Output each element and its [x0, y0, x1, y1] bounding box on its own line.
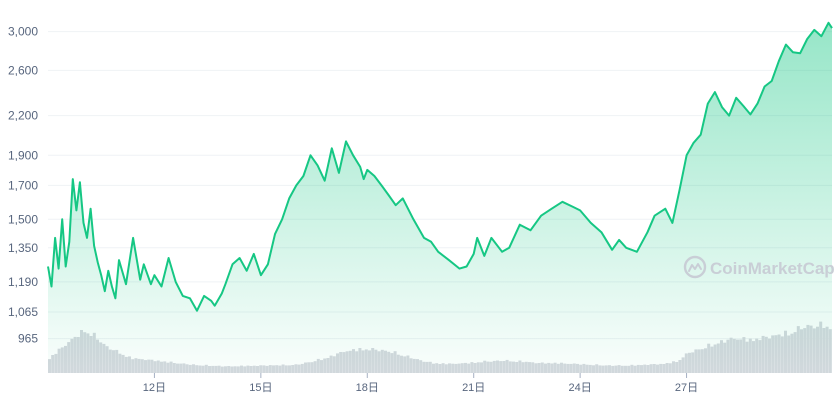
- price-line: [47, 21, 833, 312]
- y-tick-label: 3,000: [8, 25, 38, 39]
- watermark-text: CoinMarketCap: [710, 259, 834, 278]
- y-axis: 3,000 2,600 2,200 1,900 1,700 1,500 1,350 1,190…: [8, 25, 38, 346]
- x-tick-label: 18日: [356, 382, 379, 394]
- watermark-logo: CoinMarketCap: [683, 255, 834, 279]
- x-tick-label: 12日: [143, 382, 166, 394]
- y-tick-label: 965: [18, 332, 38, 346]
- y-tick-label: 1,065: [8, 305, 38, 319]
- x-tick-label: 21日: [462, 382, 485, 394]
- y-tick-label: 2,200: [8, 109, 38, 123]
- y-tick-label: 1,190: [8, 275, 38, 289]
- y-tick-label: 1,350: [8, 241, 38, 255]
- y-tick-label: 1,500: [8, 212, 38, 226]
- coinmarketcap-icon-mark: [688, 263, 702, 272]
- y-tick-label: 1,700: [8, 178, 38, 192]
- price-area-fill: [48, 22, 832, 374]
- x-tick-label: 27日: [675, 382, 698, 394]
- x-tick-label: 24日: [569, 382, 592, 394]
- coinmarketcap-icon: [683, 255, 707, 279]
- y-tick-label: 2,600: [8, 63, 38, 77]
- x-axis: 12日 15日 18日 21日 24日 27日: [143, 373, 698, 394]
- x-tick-label: 15日: [249, 382, 272, 394]
- y-tick-label: 1,900: [8, 148, 38, 162]
